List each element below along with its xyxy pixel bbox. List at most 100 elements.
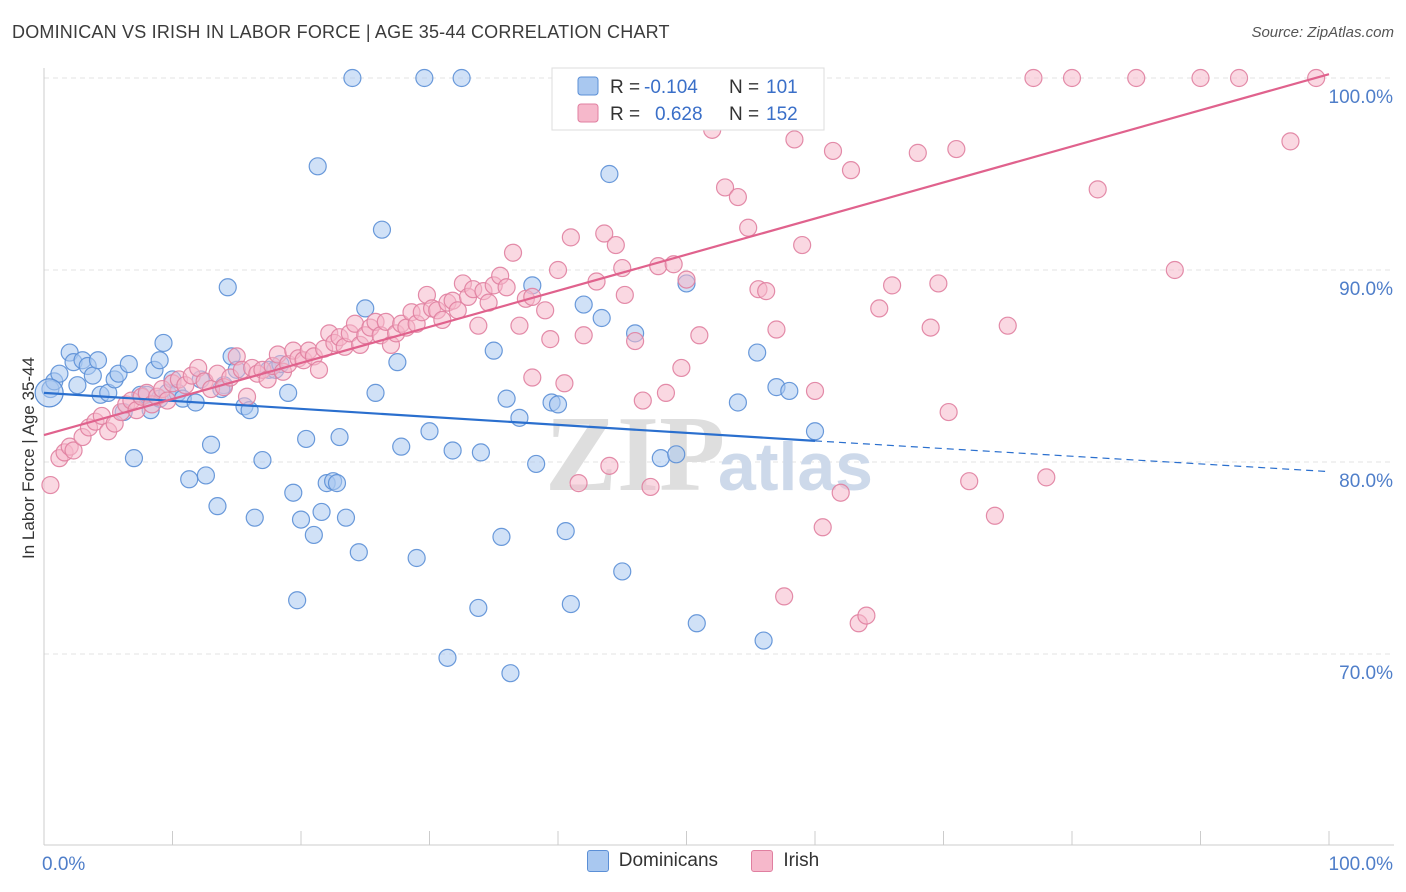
irish-point bbox=[998, 316, 1017, 335]
irish-point bbox=[715, 178, 735, 197]
dominican-point bbox=[180, 470, 199, 489]
irish-point bbox=[1024, 68, 1043, 88]
dominican-point bbox=[438, 648, 457, 667]
dominican-point bbox=[291, 510, 311, 529]
dominican-point bbox=[336, 508, 356, 527]
irish-point bbox=[870, 299, 889, 318]
irish-point bbox=[947, 139, 966, 159]
irish-point bbox=[1229, 68, 1249, 88]
legend-dominicans-label: Dominicans bbox=[618, 850, 719, 871]
dominican-point bbox=[372, 220, 392, 239]
irish-point bbox=[775, 587, 794, 606]
y-axis-label: In Labor Force | Age 35-44 bbox=[19, 357, 38, 559]
dominican-point bbox=[297, 429, 316, 449]
dominican-point bbox=[284, 483, 303, 502]
irish-point bbox=[1062, 68, 1082, 88]
dominican-point bbox=[651, 449, 670, 468]
x-tick-label-min: 0.0% bbox=[42, 854, 85, 875]
dominicans-trend-line bbox=[43, 391, 816, 442]
irish-point bbox=[541, 330, 560, 349]
irish-point bbox=[805, 381, 825, 401]
zipatlas-watermark: ZIP atlas bbox=[545, 395, 873, 514]
chart-title: DOMINICAN VS IRISH IN LABOR FORCE | AGE … bbox=[12, 22, 670, 42]
dominican-point bbox=[492, 527, 511, 546]
watermark-zip: ZIP bbox=[545, 395, 725, 514]
dominicans-points bbox=[34, 68, 825, 683]
dominican-point bbox=[527, 454, 546, 474]
irish-point bbox=[823, 141, 843, 161]
dominican-point bbox=[245, 508, 264, 527]
irish-point bbox=[908, 143, 927, 162]
series-legend: Dominicans Irish bbox=[0, 850, 1406, 878]
dominican-point bbox=[119, 354, 138, 374]
dominican-point bbox=[728, 393, 748, 412]
axes bbox=[43, 68, 1394, 846]
irish-point bbox=[469, 316, 488, 335]
irish-point bbox=[739, 218, 758, 237]
irish-point bbox=[606, 235, 625, 255]
dominican-point bbox=[218, 278, 237, 297]
irish-point bbox=[561, 228, 580, 247]
stats-legend: R = -0.104 N = 101 R = 0.628 N = 152 bbox=[551, 67, 825, 131]
dominican-point bbox=[420, 422, 439, 441]
irish-point bbox=[793, 235, 812, 255]
legend-irish-label: Irish bbox=[783, 850, 820, 871]
dominican-point bbox=[471, 443, 490, 462]
irish-point bbox=[1191, 68, 1210, 88]
dominican-point bbox=[304, 525, 323, 545]
irish-point bbox=[841, 161, 861, 180]
dominican-point bbox=[443, 441, 462, 460]
dominican-point bbox=[754, 631, 773, 650]
dominican-point bbox=[124, 449, 144, 468]
dominican-point bbox=[343, 68, 362, 88]
legend-swatch-irish bbox=[577, 103, 599, 123]
r-label-irish: R = bbox=[610, 104, 640, 125]
irish-point bbox=[1127, 68, 1146, 88]
irish-point bbox=[523, 368, 542, 387]
y-tick-label: 90.0% bbox=[1339, 279, 1393, 300]
legend-swatch-dominicans bbox=[577, 76, 599, 96]
dominican-point bbox=[484, 341, 503, 360]
dominican-point bbox=[613, 562, 632, 581]
dominican-point bbox=[548, 395, 568, 414]
irish-point bbox=[785, 130, 804, 149]
dominican-point bbox=[154, 333, 173, 353]
dominican-point bbox=[780, 381, 799, 401]
legend-item-irish: Irish bbox=[751, 850, 819, 872]
irish-point bbox=[921, 318, 940, 337]
dominican-point bbox=[50, 364, 69, 383]
x-tick-labels: 0.0% 100.0% bbox=[42, 854, 1393, 875]
dominican-point bbox=[327, 474, 347, 493]
irish-point bbox=[672, 358, 691, 378]
dominican-point bbox=[330, 427, 349, 447]
irish-point bbox=[929, 274, 948, 293]
dominican-point bbox=[556, 522, 575, 541]
dominican-point bbox=[392, 437, 411, 456]
dominican-point bbox=[748, 343, 767, 362]
dominican-point bbox=[88, 351, 108, 370]
irish-point bbox=[41, 475, 60, 495]
irish-point bbox=[503, 243, 523, 262]
dominican-point bbox=[600, 164, 619, 184]
dominican-point bbox=[356, 299, 375, 318]
dominican-point bbox=[415, 68, 434, 88]
dominican-point bbox=[388, 353, 407, 372]
dominican-point bbox=[497, 389, 516, 408]
dominican-point bbox=[349, 543, 368, 562]
dominican-point bbox=[196, 466, 216, 485]
dominican-point bbox=[561, 594, 580, 614]
dominican-point bbox=[279, 383, 298, 402]
y-tick-labels: 70.0% 80.0% 90.0% 100.0% bbox=[1329, 87, 1394, 684]
n-label-dominicans: N = bbox=[729, 77, 759, 98]
n-value-irish: 152 bbox=[766, 104, 798, 125]
dominican-point bbox=[687, 614, 706, 633]
irish-point bbox=[633, 391, 652, 410]
irish-point bbox=[1281, 132, 1300, 151]
legend-item-dominicans: Dominicans bbox=[586, 850, 719, 872]
x-tick-label-max: 100.0% bbox=[1329, 854, 1394, 875]
irish-point bbox=[237, 387, 257, 406]
dominican-point bbox=[208, 497, 227, 516]
irish-point bbox=[641, 477, 660, 497]
irish-point bbox=[656, 383, 676, 402]
